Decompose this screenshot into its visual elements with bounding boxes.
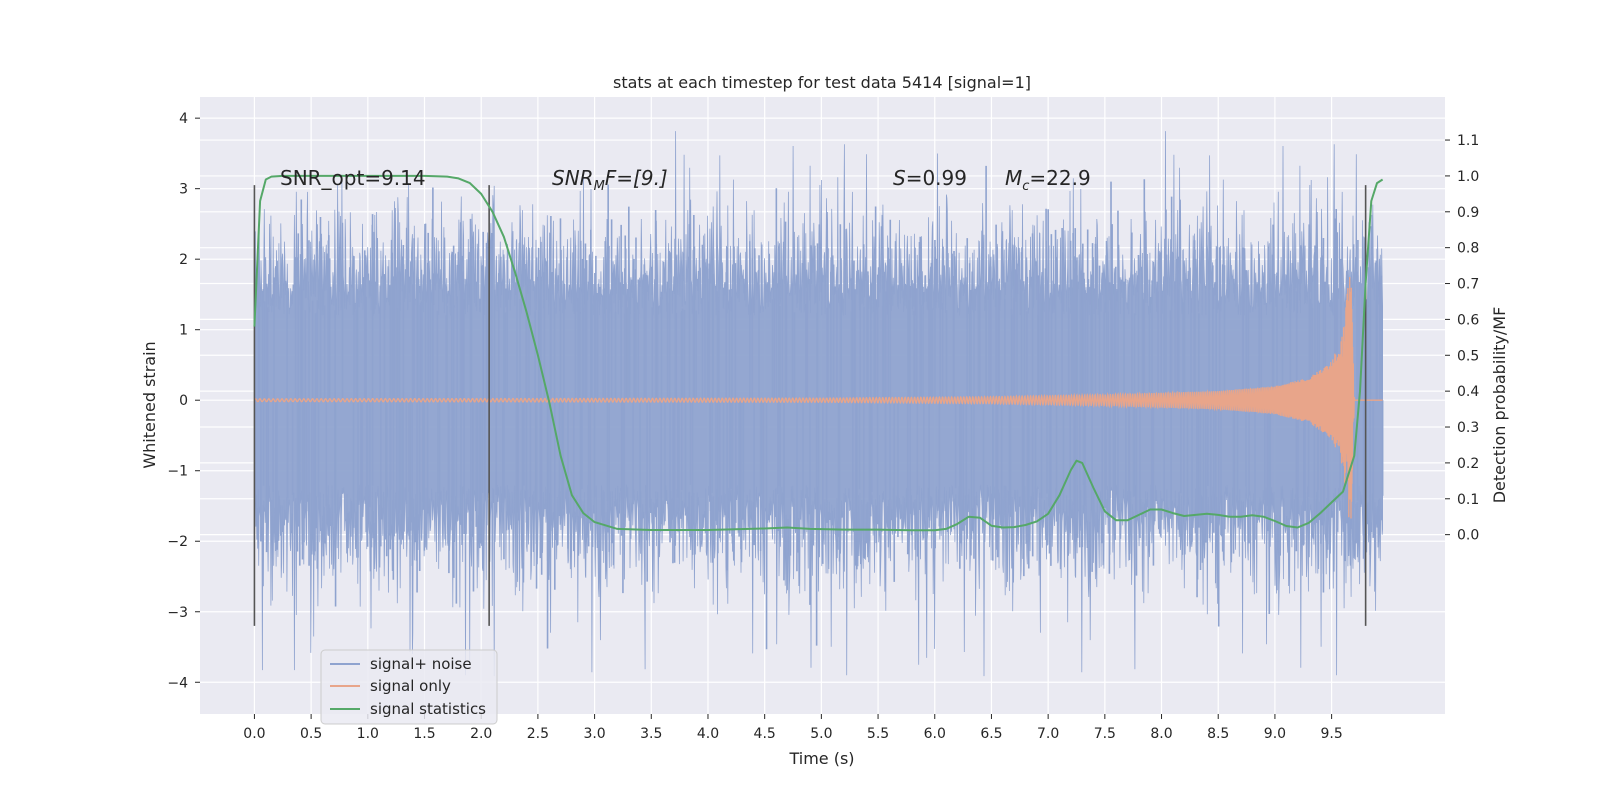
- legend-label-stats: signal statistics: [370, 700, 486, 718]
- y-tick-label: −2: [167, 534, 188, 550]
- legend-label-noise: signal+ noise: [370, 655, 472, 673]
- y-right-tick-label: 0.8: [1457, 241, 1479, 257]
- x-tick-label: 7.0: [1037, 726, 1059, 742]
- signal-only-series: [253, 276, 1383, 519]
- y-right-tick-label: 1.1: [1457, 133, 1479, 149]
- x-tick-label: 0.5: [300, 726, 322, 742]
- snr-mf-annotation: SNRMF=[9.]: [552, 166, 668, 194]
- x-tick-label: 6.5: [980, 726, 1002, 742]
- signal-statistics-line: [253, 174, 1384, 532]
- x-tick-label: 8.5: [1207, 726, 1229, 742]
- snr-opt-annotation: SNR_opt=9.14: [280, 166, 426, 190]
- y-right-tick-label: 0.7: [1457, 277, 1479, 293]
- x-tick-label: 9.5: [1320, 726, 1342, 742]
- x-tick-label: 4.5: [754, 726, 776, 742]
- y-right-axis-label: Detection probability/MF: [1490, 307, 1509, 504]
- noise-series: [254, 131, 1384, 677]
- y-tick-label: −3: [167, 605, 188, 621]
- y-tick-label: 2: [179, 252, 188, 268]
- y-right-tick-label: 0.9: [1457, 205, 1479, 221]
- legend-label-signal: signal only: [370, 677, 451, 695]
- y-right-tick-label: 0.6: [1457, 312, 1479, 328]
- x-tick-label: 1.0: [357, 726, 379, 742]
- y-tick-label: 0: [179, 393, 188, 409]
- x-tick-label: 3.5: [640, 726, 662, 742]
- x-tick-label: 5.0: [810, 726, 832, 742]
- x-tick-label: 4.0: [697, 726, 719, 742]
- legend: signal+ noise signal only signal statist…: [320, 649, 498, 725]
- y-tick-label: 4: [179, 111, 188, 127]
- y-right-tick-label: 1.0: [1457, 169, 1479, 185]
- y-right-tick-label: 0.0: [1457, 528, 1479, 544]
- x-tick-label: 0.0: [243, 726, 265, 742]
- y-tick-label: −4: [167, 675, 188, 691]
- s-annotation: S=0.99: [893, 166, 967, 190]
- signal-only-line: [253, 276, 1383, 519]
- x-tick-label: 5.5: [867, 726, 889, 742]
- vertical-markers: [253, 185, 1367, 626]
- chart-title: stats at each timestep for test data 541…: [613, 73, 1031, 92]
- legend-box: [320, 649, 498, 725]
- x-tick-label: 2.5: [527, 726, 549, 742]
- signal-statistics-series: [253, 174, 1384, 532]
- x-tick-label: 7.5: [1094, 726, 1116, 742]
- y-tick-label: −1: [167, 464, 188, 480]
- x-axis-label: Time (s): [788, 749, 854, 768]
- x-tick-label: 9.0: [1264, 726, 1286, 742]
- y-right-tick-label: 0.2: [1457, 456, 1479, 472]
- axis-ticks: 0.0 0.5 1.0 1.5 2.0 2.5 3.0 3.5 4.0 4.5 5.0 5.5 6.0 6…: [167, 111, 1479, 742]
- y-tick-label: 1: [179, 323, 188, 339]
- x-tick-label: 1.5: [413, 726, 435, 742]
- y-right-tick-label: 0.3: [1457, 420, 1479, 436]
- x-tick-label: 8.0: [1150, 726, 1172, 742]
- y-right-tick-label: 0.1: [1457, 492, 1479, 508]
- y-tick-label: 3: [179, 182, 188, 198]
- x-tick-label: 2.0: [470, 726, 492, 742]
- y-right-tick-label: 0.4: [1457, 384, 1479, 400]
- x-tick-label: 6.0: [924, 726, 946, 742]
- mc-annotation: Mc=22.9: [1005, 166, 1091, 194]
- x-tick-label: 3.0: [583, 726, 605, 742]
- y-axis-label: Whitened strain: [140, 341, 159, 468]
- y-right-tick-label: 0.5: [1457, 348, 1479, 364]
